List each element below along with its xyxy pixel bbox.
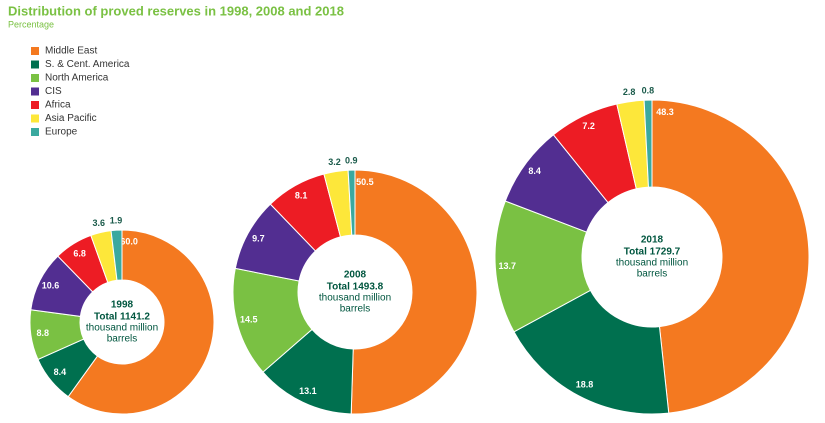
center-text: thousand million bbox=[616, 258, 688, 269]
data-label: 0.8 bbox=[642, 85, 655, 95]
center-text: thousand million bbox=[86, 323, 158, 334]
data-label: 13.7 bbox=[499, 261, 517, 271]
legend-label: S. & Cent. America bbox=[45, 59, 130, 70]
legend-label: CIS bbox=[45, 86, 62, 97]
legend-swatch bbox=[31, 87, 39, 96]
data-label: 1.9 bbox=[110, 216, 123, 226]
data-label: 8.4 bbox=[528, 166, 541, 176]
data-label: 3.2 bbox=[328, 157, 341, 167]
center-text: barrels bbox=[637, 269, 668, 280]
donut-segment bbox=[643, 99, 653, 188]
donut-segment bbox=[350, 169, 478, 415]
donut-segment bbox=[651, 99, 810, 414]
legend-label: Middle East bbox=[45, 46, 97, 57]
legend-swatch bbox=[31, 74, 39, 82]
data-label: 14.5 bbox=[240, 315, 258, 325]
center-text: barrels bbox=[340, 304, 371, 315]
donut-segment bbox=[110, 229, 123, 281]
legend-label: Africa bbox=[45, 100, 71, 111]
data-label: 3.6 bbox=[92, 218, 105, 228]
legend-swatch bbox=[31, 101, 39, 109]
legend-label: Europe bbox=[45, 127, 78, 138]
chart-subtitle: Percentage bbox=[8, 19, 54, 29]
data-label: 48.3 bbox=[656, 107, 674, 117]
data-label: 9.7 bbox=[252, 234, 265, 244]
center-text: Total 1729.7 bbox=[624, 247, 681, 258]
data-label: 60.0 bbox=[120, 237, 138, 247]
data-label: 7.2 bbox=[582, 121, 595, 131]
center-title: 2018 bbox=[641, 235, 664, 246]
data-label: 8.1 bbox=[295, 190, 308, 200]
data-label: 10.6 bbox=[42, 280, 60, 290]
center-text: thousand million bbox=[319, 293, 391, 304]
data-label: 6.8 bbox=[73, 249, 86, 259]
center-text: barrels bbox=[107, 334, 138, 345]
data-label: 50.5 bbox=[356, 177, 374, 187]
legend-swatch bbox=[31, 114, 39, 123]
legend-swatch bbox=[31, 47, 39, 55]
donut-segment bbox=[67, 229, 215, 415]
data-label: 8.8 bbox=[37, 328, 50, 338]
data-label: 13.1 bbox=[299, 386, 317, 396]
donut-segment bbox=[513, 289, 670, 415]
data-label: 8.4 bbox=[54, 367, 67, 377]
center-title: 1998 bbox=[111, 300, 134, 311]
legend-swatch bbox=[31, 128, 39, 136]
data-label: 2.8 bbox=[623, 87, 636, 97]
donut-segment bbox=[347, 169, 356, 236]
center-text: Total 1493.8 bbox=[327, 282, 384, 293]
center-text: Total 1141.2 bbox=[94, 312, 150, 323]
legend-label: North America bbox=[45, 73, 109, 84]
data-label: 18.8 bbox=[576, 380, 594, 390]
legend-swatch bbox=[31, 60, 39, 69]
center-title: 2008 bbox=[344, 270, 367, 281]
chart-title: Distribution of proved reserves in 1998,… bbox=[8, 3, 344, 18]
legend-label: Asia Pacific bbox=[45, 113, 97, 124]
data-label: 0.9 bbox=[345, 155, 358, 165]
